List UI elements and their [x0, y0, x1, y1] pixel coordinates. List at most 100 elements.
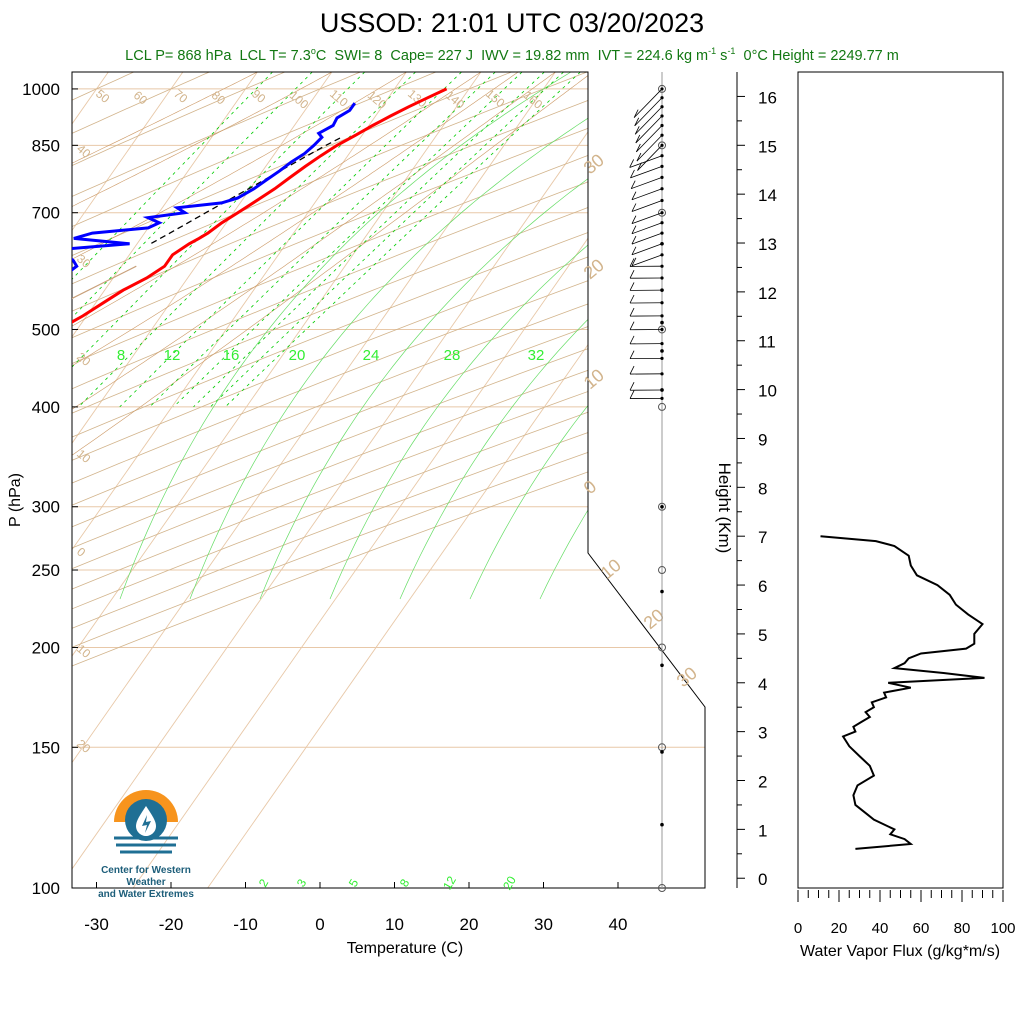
sounding-info-line: LCL P= 868 hPa LCL T= 7.3oC SWI= 8 Cape=… [125, 46, 899, 64]
dry-adiabat-line [72, 72, 588, 888]
wind-barb-flag [631, 246, 637, 255]
mixing-ratio-top-label: 32 [528, 347, 545, 364]
isotherm-line [72, 72, 631, 888]
logo-text: Center for Western Weather and Water Ext… [86, 865, 206, 901]
dry-adiabat-line [72, 72, 705, 888]
moist-adiabat-label: 20 [580, 255, 608, 283]
dry-adiabat-label: 100 [287, 88, 312, 112]
flux-tick-label: 60 [913, 920, 930, 937]
wind-barb-flag [629, 258, 635, 267]
wind-barb [634, 106, 663, 135]
wind-barb [631, 212, 663, 225]
dry-adiabat-left-label: 20 [74, 350, 93, 370]
mixing-ratio-bottom-label: 20 [500, 873, 519, 892]
wind-calm-circle [658, 884, 666, 892]
wind-barb-dot [660, 154, 664, 158]
wind-barb-flag [631, 257, 637, 266]
wind-barb [629, 155, 663, 168]
height-tick-label: 15 [758, 137, 777, 156]
wind-barb-dot [660, 327, 664, 332]
wind-level-dot [660, 589, 664, 594]
height-tick-label: 8 [758, 479, 767, 498]
wind-level-dot [660, 750, 664, 754]
dry-adiabat-label: 70 [171, 87, 190, 107]
height-tick-label: 7 [758, 528, 767, 547]
moist-adiabat-line [72, 72, 258, 648]
moist-adiabat-label: 10 [580, 365, 608, 393]
wind-level-dot [660, 663, 664, 668]
x-tick-label: -10 [233, 915, 258, 934]
wind-barb-dot [660, 388, 664, 392]
wind-barb [631, 243, 663, 256]
dry-adiabat-label: 110 [327, 87, 351, 110]
wind-level-dot [660, 822, 664, 827]
y-tick-label: 250 [32, 561, 60, 580]
isotherm-line [72, 72, 333, 888]
wind-barb [636, 125, 663, 153]
ivt-exp1: -1 [708, 46, 717, 56]
y-tick-label: 700 [32, 204, 60, 223]
wind-barb-dot [660, 114, 664, 118]
cw3e-logo [114, 790, 178, 854]
wind-barb-flag [631, 215, 637, 224]
wind-barb-flag [629, 335, 635, 345]
wind-barb-dot [660, 276, 664, 280]
height-tick-label: 12 [758, 284, 777, 303]
logo-waves [114, 836, 178, 854]
dry-adiabat-line [72, 72, 361, 888]
dry-adiabat-label: 90 [249, 87, 268, 107]
wind-barb-flag [629, 365, 635, 375]
wind-barb-dot [660, 396, 664, 400]
mixing-ratio-top-label: 28 [444, 347, 461, 364]
wind-barb [631, 200, 663, 212]
wind-barb-flag [629, 294, 635, 304]
mixing-ratio-bottom-label: 12 [440, 873, 459, 892]
wind-barb-flag [631, 191, 637, 200]
wind-calm-circle [658, 566, 666, 575]
moist-adiabat-line [72, 72, 333, 648]
height-tick-label: 3 [758, 724, 767, 743]
wind-barb [637, 145, 663, 171]
dry-adiabat-line [72, 72, 705, 888]
dry-adiabat-line [72, 72, 705, 888]
wind-barb-dot [660, 301, 664, 305]
wind-barb-flag [629, 350, 635, 359]
wind-barb-dot [660, 96, 664, 100]
dry-adiabat-label: 80 [209, 88, 228, 108]
wind-barb-flag [629, 282, 635, 291]
height-tick-label: 11 [758, 333, 776, 352]
cape-value: Cape= 227 J [390, 47, 474, 64]
dry-adiabat-line [72, 72, 705, 888]
height-tick-label: 9 [758, 430, 767, 449]
flux-tick-label: 20 [831, 920, 848, 937]
moist-adiabat-line [72, 72, 556, 648]
wind-barb [634, 97, 663, 127]
wind-barb-dot [660, 187, 664, 191]
dry-adiabat-left-label: 30 [74, 252, 93, 272]
wind-barb-dot [660, 314, 664, 318]
lcl-temperature-unit: C [315, 47, 327, 64]
mixing-ratio-line [210, 72, 564, 408]
dry-adiabat-label: 120 [365, 88, 390, 112]
isotherm-line [72, 72, 407, 888]
x-tick-label: 40 [609, 915, 628, 934]
y-tick-label: 200 [32, 638, 60, 657]
wind-barb [631, 222, 663, 235]
swi-value: SWI= 8 [334, 47, 383, 64]
mixing-ratio-top-label: 16 [223, 347, 240, 364]
mixing-ratio-top-label: 20 [289, 347, 306, 364]
logo-text-line2: and Water Extremes [98, 889, 194, 900]
dry-adiabat-line [72, 72, 705, 888]
saturation-line [539, 72, 705, 600]
dry-adiabat-line [72, 72, 663, 888]
wind-barb-dot [660, 198, 664, 203]
dry-adiabat-label: 60 [131, 88, 150, 108]
wind-barb-dot [660, 105, 664, 109]
wind-barb-dot [660, 231, 664, 235]
y-tick-label: 400 [32, 398, 60, 417]
dry-adiabat-left-label: 10 [74, 447, 93, 467]
dry-adiabat-line [72, 72, 705, 888]
height-tick-label: 10 [758, 382, 777, 401]
mixing-ratio-top-label: 8 [117, 347, 125, 364]
dry-adiabat-line [72, 72, 512, 888]
